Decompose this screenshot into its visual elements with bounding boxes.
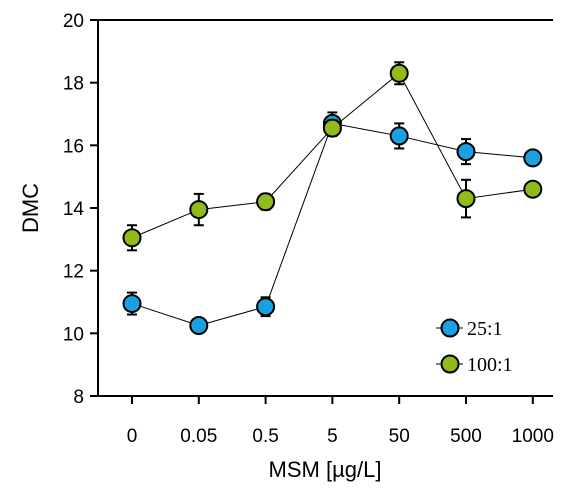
data-point [389, 126, 409, 146]
data-point [322, 118, 342, 138]
series-layer [122, 61, 543, 335]
y-ticks: 8 10 12 14 16 18 20 [63, 11, 98, 408]
x-tick-label: 0 [127, 426, 138, 447]
data-point [523, 148, 543, 168]
y-tick-label: 16 [63, 136, 84, 157]
x-tick-label: 0.05 [180, 426, 217, 447]
x-tick-label: 5 [327, 426, 338, 447]
data-point [189, 200, 209, 220]
y-tick-label: 10 [63, 324, 84, 345]
x-tick-label: 500 [450, 426, 482, 447]
y-tick-label: 18 [63, 74, 84, 95]
x-tick-label: 0.5 [252, 426, 278, 447]
data-point [122, 228, 142, 248]
data-point [523, 179, 543, 199]
data-point [456, 142, 476, 162]
x-axis-title: MSM [µg/L] [269, 457, 382, 482]
legend-label: 100:1 [467, 354, 513, 376]
legend: 25:1 100:1 [436, 318, 513, 376]
legend-marker [440, 318, 460, 338]
data-point [122, 294, 142, 314]
y-axis-title: DMC [18, 183, 43, 233]
series-0 [122, 111, 543, 335]
legend-label: 25:1 [467, 318, 503, 340]
data-point [389, 63, 409, 83]
legend-marker [440, 354, 460, 374]
x-tick-label: 1000 [512, 426, 554, 447]
series-1 [122, 61, 543, 252]
y-tick-label: 14 [63, 199, 85, 220]
x-tick-label: 50 [389, 426, 410, 447]
data-point [456, 189, 476, 209]
data-point [256, 297, 276, 317]
data-point [256, 192, 276, 212]
x-ticks: 0 0.05 0.5 5 50 500 1000 [127, 396, 554, 447]
y-tick-label: 12 [63, 262, 84, 283]
data-point [189, 316, 209, 335]
y-tick-label: 8 [73, 387, 84, 408]
y-tick-label: 20 [63, 11, 84, 32]
